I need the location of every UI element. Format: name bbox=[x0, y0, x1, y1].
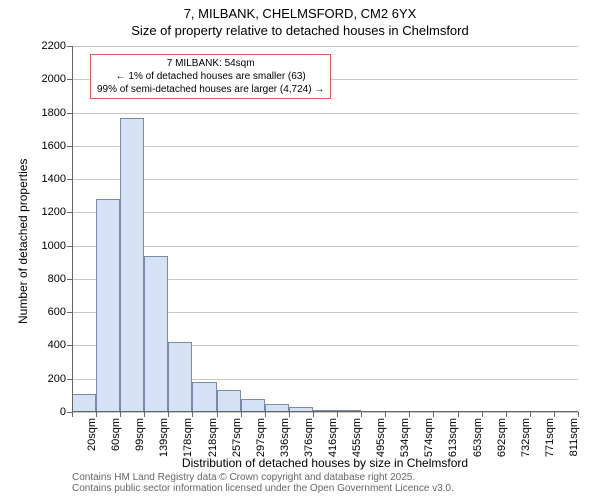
histogram-bar bbox=[192, 382, 216, 412]
ytick-label: 1800 bbox=[42, 107, 66, 119]
xtick-label: 336sqm bbox=[279, 418, 291, 457]
y-axis-label: Number of detached properties bbox=[16, 159, 30, 324]
annotation-callout: 7 MILBANK: 54sqm ← 1% of detached houses… bbox=[90, 54, 331, 99]
xtick-mark bbox=[530, 412, 531, 417]
ytick-label: 400 bbox=[48, 339, 66, 351]
xtick-mark bbox=[506, 412, 507, 417]
title-description: Size of property relative to detached ho… bbox=[0, 23, 600, 38]
xtick-label: 653sqm bbox=[472, 418, 484, 457]
xtick-label: 297sqm bbox=[255, 418, 267, 457]
ytick-label: 200 bbox=[48, 373, 66, 385]
ytick-label: 2000 bbox=[42, 73, 66, 85]
xtick-mark bbox=[361, 412, 362, 417]
xtick-mark bbox=[289, 412, 290, 417]
xtick-label: 455sqm bbox=[351, 418, 363, 457]
ytick-label: 1000 bbox=[42, 240, 66, 252]
ytick-label: 1200 bbox=[42, 206, 66, 218]
histogram-bar bbox=[72, 394, 96, 412]
xtick-mark bbox=[120, 412, 121, 417]
x-axis-line bbox=[72, 411, 578, 412]
histogram-bar bbox=[96, 199, 120, 412]
xtick-label: 771sqm bbox=[544, 418, 556, 457]
xtick-label: 257sqm bbox=[231, 418, 243, 457]
xtick-label: 99sqm bbox=[134, 418, 146, 451]
property-size-histogram: 7, MILBANK, CHELMSFORD, CM2 6YX Size of … bbox=[0, 0, 600, 500]
xtick-label: 60sqm bbox=[110, 418, 122, 451]
gridline bbox=[72, 179, 578, 180]
annotation-line-subject: 7 MILBANK: 54sqm bbox=[97, 57, 324, 70]
xtick-label: 534sqm bbox=[399, 418, 411, 457]
xtick-label: 416sqm bbox=[327, 418, 339, 457]
xtick-label: 574sqm bbox=[423, 418, 435, 457]
xtick-label: 20sqm bbox=[86, 418, 98, 451]
xtick-mark bbox=[168, 412, 169, 417]
histogram-bar bbox=[217, 390, 241, 412]
ytick-label: 2200 bbox=[42, 40, 66, 52]
histogram-bar bbox=[168, 342, 192, 412]
plot-area: 0200400600800100012001400160018002000220… bbox=[72, 46, 578, 412]
xtick-label: 732sqm bbox=[520, 418, 532, 457]
xtick-mark bbox=[433, 412, 434, 417]
xtick-mark bbox=[96, 412, 97, 417]
annotation-line-larger: 99% of semi-detached houses are larger (… bbox=[97, 83, 324, 96]
xtick-mark bbox=[241, 412, 242, 417]
footer-attribution: Contains HM Land Registry data © Crown c… bbox=[72, 472, 454, 494]
xtick-mark bbox=[217, 412, 218, 417]
xtick-mark bbox=[265, 412, 266, 417]
xtick-label: 178sqm bbox=[182, 418, 194, 457]
xtick-mark bbox=[144, 412, 145, 417]
histogram-bar bbox=[144, 256, 168, 412]
xtick-label: 495sqm bbox=[375, 418, 387, 457]
xtick-mark bbox=[313, 412, 314, 417]
footer-line-1: Contains HM Land Registry data © Crown c… bbox=[72, 472, 454, 483]
xtick-mark bbox=[72, 412, 73, 417]
xtick-label: 692sqm bbox=[496, 418, 508, 457]
gridline bbox=[72, 46, 578, 47]
gridline bbox=[72, 146, 578, 147]
histogram-bar bbox=[241, 399, 265, 412]
xtick-label: 218sqm bbox=[207, 418, 219, 457]
chart-title: 7, MILBANK, CHELMSFORD, CM2 6YX Size of … bbox=[0, 6, 600, 38]
ytick-label: 1400 bbox=[42, 173, 66, 185]
ytick-label: 0 bbox=[60, 406, 66, 418]
gridline bbox=[72, 113, 578, 114]
gridline bbox=[72, 412, 578, 413]
xtick-mark bbox=[385, 412, 386, 417]
xtick-label: 613sqm bbox=[447, 418, 459, 457]
ytick-label: 1600 bbox=[42, 140, 66, 152]
footer-line-2: Contains public sector information licen… bbox=[72, 483, 454, 494]
xtick-mark bbox=[192, 412, 193, 417]
y-axis-line bbox=[72, 46, 73, 412]
xtick-mark bbox=[337, 412, 338, 417]
ytick-label: 600 bbox=[48, 306, 66, 318]
xtick-mark bbox=[578, 412, 579, 417]
xtick-label: 376sqm bbox=[303, 418, 315, 457]
xtick-mark bbox=[482, 412, 483, 417]
xtick-mark bbox=[554, 412, 555, 417]
xtick-mark bbox=[409, 412, 410, 417]
gridline bbox=[72, 246, 578, 247]
histogram-bar bbox=[120, 118, 144, 412]
xtick-label: 811sqm bbox=[568, 418, 580, 456]
annotation-line-smaller: ← 1% of detached houses are smaller (63) bbox=[97, 70, 324, 83]
xtick-label: 139sqm bbox=[158, 418, 170, 457]
xtick-mark bbox=[458, 412, 459, 417]
gridline bbox=[72, 212, 578, 213]
ytick-label: 800 bbox=[48, 273, 66, 285]
title-address: 7, MILBANK, CHELMSFORD, CM2 6YX bbox=[0, 6, 600, 21]
x-axis-label: Distribution of detached houses by size … bbox=[72, 456, 578, 470]
